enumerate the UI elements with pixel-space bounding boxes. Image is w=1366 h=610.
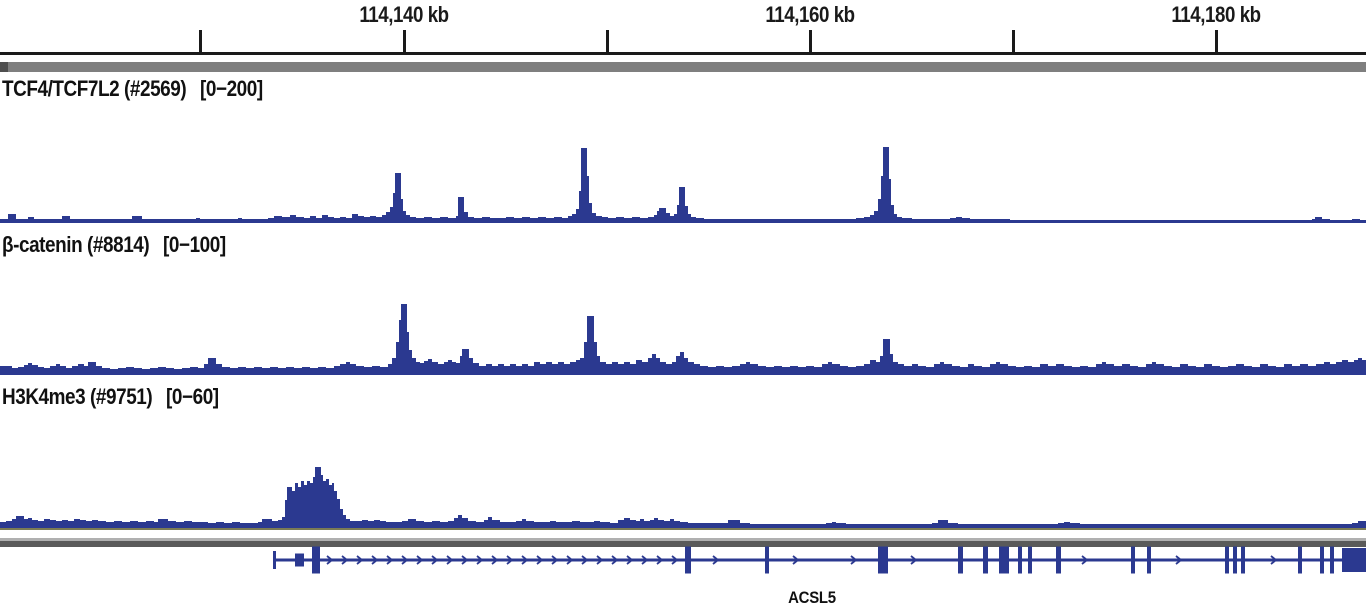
strand-direction-chevron — [401, 555, 409, 565]
strand-direction-chevron — [656, 555, 664, 565]
gene-exon — [1018, 546, 1022, 574]
signal-area — [0, 147, 1366, 223]
gene-name-label: ACSL5 — [788, 588, 836, 607]
strand-direction-chevron — [551, 555, 559, 565]
gene-model-track — [273, 546, 1366, 574]
strand-direction-chevron — [536, 555, 544, 565]
strand-direction-chevron — [506, 555, 514, 565]
gene-exon — [1056, 546, 1061, 574]
gene-exon — [983, 546, 988, 574]
strand-direction-chevron — [566, 555, 574, 565]
panel-divider-cap — [0, 62, 8, 72]
strand-direction-chevron — [1175, 555, 1183, 565]
strand-direction-chevron — [581, 555, 589, 565]
track-name: β-catenin (#8814) — [2, 232, 150, 257]
panel-divider-bar — [0, 62, 1366, 72]
strand-direction-chevron — [671, 555, 679, 565]
gene-exon — [958, 546, 963, 574]
signal-area — [0, 304, 1366, 375]
gene-exon — [1298, 546, 1302, 574]
ruler-tick — [1215, 30, 1218, 52]
strand-direction-chevron — [626, 555, 634, 565]
gene-exon — [312, 546, 320, 574]
gene-exon — [999, 546, 1009, 574]
strand-direction-chevron — [431, 555, 439, 565]
ruler-coordinate-label: 114,160 kb — [765, 2, 855, 27]
ruler-tick — [403, 30, 406, 52]
strand-direction-chevron — [371, 555, 379, 565]
separator-light-line — [0, 538, 1366, 541]
strand-direction-chevron — [641, 555, 649, 565]
track-name: H3K4me3 (#9751) — [2, 384, 153, 409]
separator-dark-line — [0, 541, 1366, 547]
track-range: [0−60] — [166, 384, 219, 409]
ruler-tick — [809, 30, 812, 52]
signal-area — [0, 467, 1366, 528]
strand-direction-chevron — [521, 555, 529, 565]
gene-exon — [1320, 546, 1324, 574]
strand-direction-chevron — [1081, 555, 1089, 565]
strand-direction-chevron — [712, 555, 720, 565]
ruler-coordinate-label: 114,180 kb — [1171, 2, 1261, 27]
gene-intron-line — [275, 558, 1366, 562]
track-label-h3k4me3: H3K4me3 (#9751) [0−60] — [2, 384, 219, 410]
track-name: TCF4/TCF7L2 (#2569) — [2, 76, 187, 101]
ruler-tick — [199, 30, 202, 52]
gene-exon — [685, 546, 691, 574]
strand-direction-chevron — [341, 555, 349, 565]
gene-exon — [1330, 546, 1334, 574]
gene-exon — [1241, 546, 1245, 574]
strand-direction-chevron — [596, 555, 604, 565]
strand-direction-chevron — [910, 555, 918, 565]
strand-direction-chevron — [792, 555, 800, 565]
track-bottom-line — [0, 528, 1366, 530]
track-range: [0−200] — [200, 76, 263, 101]
gene-start-tick — [273, 551, 276, 569]
strand-direction-chevron — [611, 555, 619, 565]
strand-direction-chevron — [356, 555, 364, 565]
strand-direction-chevron — [446, 555, 454, 565]
signal-track-bcatenin — [0, 304, 1366, 375]
ruler-coordinate-label: 114,140 kb — [359, 2, 449, 27]
strand-direction-chevron — [1270, 555, 1278, 565]
signal-track-tcf4 — [0, 147, 1366, 223]
coordinate-ruler: 114,140 kb 114,160 kb 114,180 kb — [0, 0, 1366, 56]
ruler-tick — [606, 30, 609, 52]
gene-exon — [1233, 546, 1237, 574]
strand-direction-chevron — [850, 555, 858, 565]
gene-exon — [765, 546, 769, 574]
strand-direction-chevron — [386, 555, 394, 565]
gene-exon — [1225, 546, 1229, 574]
strand-direction-chevron — [416, 555, 424, 565]
strand-direction-chevron — [491, 555, 499, 565]
track-label-tcf4: TCF4/TCF7L2 (#2569) [0−200] — [2, 76, 263, 102]
strand-direction-chevron — [476, 555, 484, 565]
track-label-bcatenin: β-catenin (#8814) [0−100] — [2, 232, 226, 258]
gene-exon — [295, 553, 304, 567]
signal-track-h3k4me3 — [0, 467, 1366, 528]
ruler-axis-line — [0, 52, 1366, 55]
gene-exon — [1131, 546, 1135, 574]
gene-terminal-exon-box — [1342, 548, 1366, 572]
track-range: [0−100] — [163, 232, 226, 257]
strand-direction-chevron — [326, 555, 334, 565]
gene-exon — [1147, 546, 1151, 574]
gene-exon — [878, 546, 888, 574]
ruler-tick — [1012, 30, 1015, 52]
gene-exon — [1028, 546, 1032, 574]
strand-direction-chevron — [461, 555, 469, 565]
